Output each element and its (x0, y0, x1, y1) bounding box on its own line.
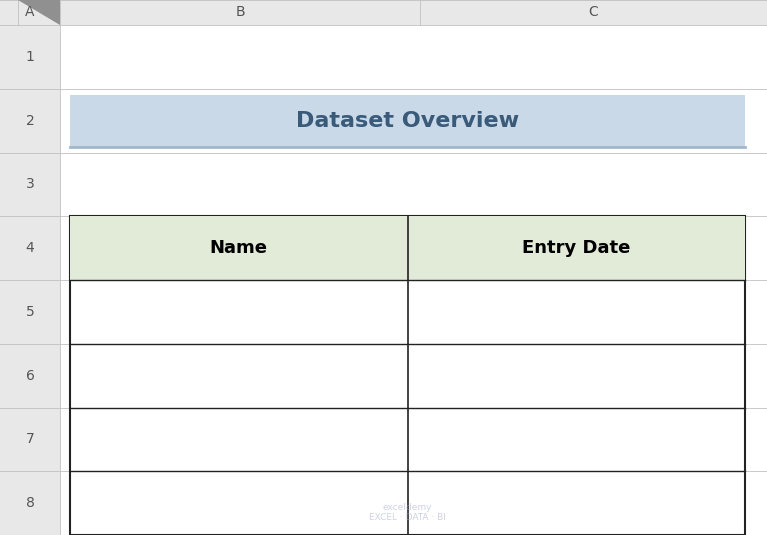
Bar (0, 0, 767, 25)
Text: 5: 5 (25, 305, 35, 319)
Text: A: A (25, 5, 35, 19)
Text: 8: 8 (25, 496, 35, 510)
Polygon shape (18, 0, 60, 25)
Text: B: B (235, 5, 245, 19)
Text: exceldemy
EXCEL · DATA · BI: exceldemy EXCEL · DATA · BI (369, 503, 446, 522)
Text: 4: 4 (25, 241, 35, 255)
Bar (0, 25, 60, 535)
Text: Name: Name (209, 239, 268, 257)
Text: Dataset Overview: Dataset Overview (296, 111, 519, 131)
Bar (70, 95, 745, 147)
Text: C: C (588, 5, 598, 19)
Text: 2: 2 (25, 113, 35, 128)
Bar (70, 216, 745, 280)
Text: 6: 6 (25, 369, 35, 383)
Text: 3: 3 (25, 178, 35, 192)
Text: 1: 1 (25, 50, 35, 64)
Text: Entry Date: Entry Date (522, 239, 630, 257)
Text: 7: 7 (25, 432, 35, 446)
Bar (70, 216, 745, 535)
